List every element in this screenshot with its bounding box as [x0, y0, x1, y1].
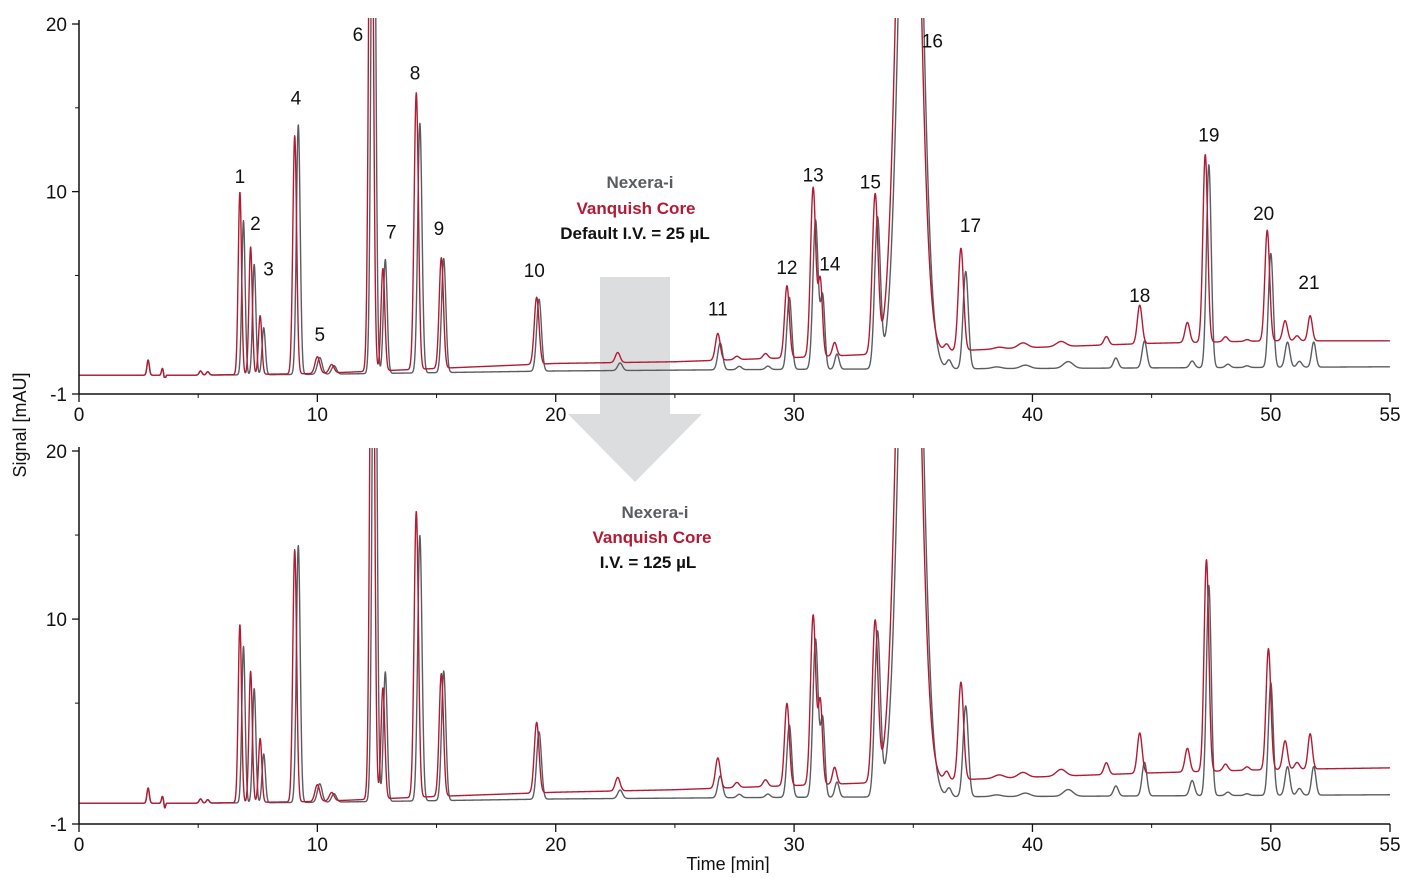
peak-label-10: 10 [524, 261, 545, 282]
y-tick-label: -1 [50, 385, 67, 406]
x-tick-label: 0 [74, 835, 85, 856]
peak-label-14: 14 [819, 254, 841, 275]
x-tick-label: 55 [1379, 405, 1400, 426]
peak-label-3: 3 [263, 259, 274, 280]
peak-label-1: 1 [235, 167, 246, 188]
peak-label-18: 18 [1129, 286, 1150, 307]
peak-label-12: 12 [776, 258, 797, 279]
y-tick-label: 20 [46, 442, 67, 463]
legend-vanquish-bottom: Vanquish Core [592, 528, 711, 547]
legend-nexera-bottom: Nexera-i [621, 503, 688, 522]
peak-label-16: 16 [922, 31, 943, 52]
panel-bottom-series-vanquish-line [78, 448, 1391, 809]
x-tick-label: 55 [1379, 835, 1400, 856]
x-tick-label: 50 [1260, 405, 1281, 426]
down-arrow-shape [568, 277, 702, 482]
x-tick-label: 20 [545, 405, 566, 426]
peak-label-11: 11 [708, 300, 728, 321]
panel-top-series-vanquish-line [78, 18, 1391, 378]
peak-label-7: 7 [386, 223, 397, 244]
peak-label-9: 9 [434, 219, 445, 240]
peak-label-20: 20 [1253, 204, 1274, 225]
panel-top-axes: 0 10 20 30 40 50 55 -1 10 20 [46, 15, 1401, 426]
peak-label-17: 17 [960, 216, 981, 237]
peak-label-5: 5 [314, 325, 325, 346]
legend-nexera-top: Nexera-i [606, 173, 673, 192]
y-tick-label: 10 [46, 610, 67, 631]
panel-bottom-traces [78, 448, 1391, 809]
x-tick-label: 40 [1022, 405, 1043, 426]
panel-bottom-series-nexera-line [78, 448, 1391, 809]
bottom-legend: Nexera-i Vanquish Core I.V. = 125 µL [592, 503, 711, 572]
y-tick-label: 10 [46, 183, 67, 204]
legend-vanquish-top: Vanquish Core [576, 199, 695, 218]
panel-top-series-nexera-line [78, 18, 1391, 378]
peak-label-13: 13 [803, 166, 824, 187]
x-axis-title: Time [min] [686, 854, 769, 873]
top-legend: Nexera-i Vanquish Core Default I.V. = 25… [560, 173, 709, 243]
transfer-arrow [568, 277, 702, 482]
y-tick-label: 20 [46, 15, 67, 36]
x-tick-label: 40 [1022, 835, 1043, 856]
x-tick-label: 30 [784, 835, 805, 856]
y-tick-label: -1 [50, 815, 67, 836]
y-axis-title: Signal [mAU] [10, 372, 30, 477]
legend-injection-volume-bottom: I.V. = 125 µL [600, 553, 697, 572]
trace-layer [78, 18, 1391, 809]
peak-label-21: 21 [1298, 273, 1319, 294]
x-tick-label: 50 [1260, 835, 1281, 856]
panel-bottom-axes: 0 10 20 30 40 50 55 -1 10 20 [46, 442, 1401, 856]
legend-injection-volume-top: Default I.V. = 25 µL [560, 224, 709, 243]
panel-top-traces [78, 18, 1391, 378]
x-tick-label: 0 [74, 405, 85, 426]
x-tick-label: 10 [307, 835, 328, 856]
peak-label-8: 8 [410, 63, 421, 84]
x-tick-label: 10 [307, 405, 328, 426]
peak-label-2: 2 [250, 214, 261, 235]
peak-label-15: 15 [860, 172, 881, 193]
peak-label-19: 19 [1198, 125, 1219, 146]
x-tick-label: 30 [784, 405, 805, 426]
peak-label-6: 6 [353, 25, 364, 46]
axes-layer: 0 10 20 30 40 50 55 -1 10 20 0 10 20 30 40 50 55 -1 10 20 [46, 15, 1401, 856]
peak-label-4: 4 [291, 88, 302, 109]
x-tick-label: 20 [545, 835, 566, 856]
